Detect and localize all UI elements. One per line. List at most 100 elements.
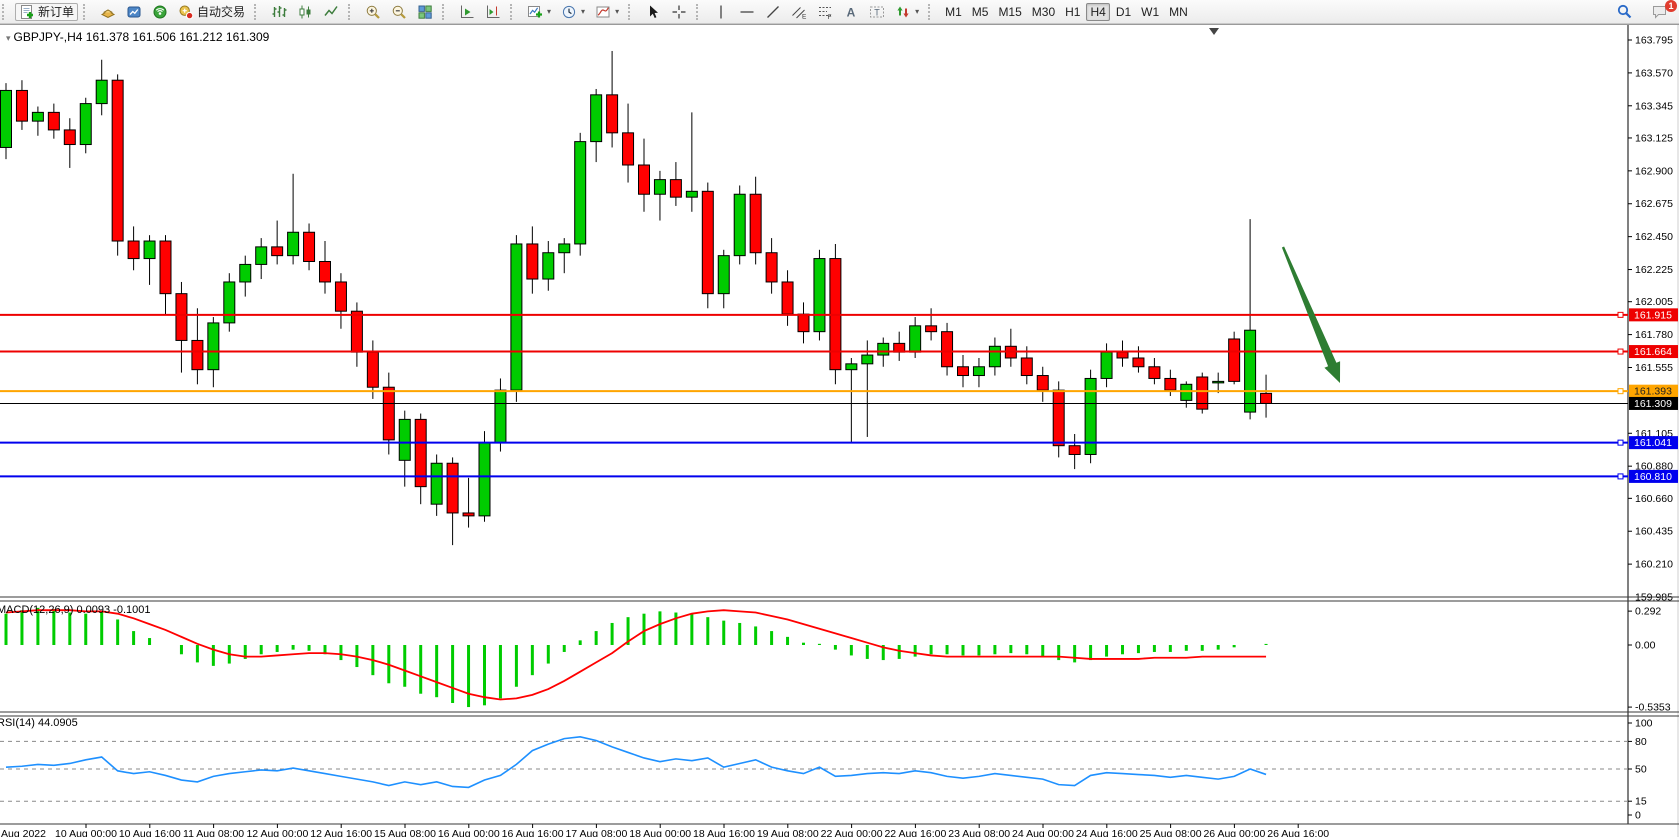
- trendline-button[interactable]: [761, 3, 785, 21]
- template-icon: [595, 4, 611, 20]
- candle: [1212, 372, 1225, 394]
- search-button[interactable]: [1612, 3, 1637, 21]
- line-handle[interactable]: [1617, 388, 1624, 395]
- macd-indicator-label: MACD(12,26,9) 0.0093 -0.1001: [0, 604, 151, 616]
- time-axis-label: 11 Aug 08:00: [183, 828, 244, 837]
- line-handle[interactable]: [1617, 311, 1624, 318]
- chart-area[interactable]: ▾ GBPJPY-,H4 161.378 161.506 161.212 161.…: [0, 24, 1679, 837]
- bar-chart-icon: [271, 4, 287, 20]
- rsi-axis-label: 50: [1635, 764, 1647, 776]
- candle: [1052, 381, 1065, 458]
- candle: [1132, 346, 1145, 373]
- candle: [111, 74, 124, 256]
- notifications-button[interactable]: 1: [1647, 0, 1677, 21]
- tile-windows-icon: [417, 4, 433, 20]
- time-axis-label: 16 Aug 00:00: [438, 828, 500, 837]
- toolbar: 新订单 自动交易 ▾ ▾ ▾ E F A T ▾ M1 M5 M15 M30 H1 H4 D1 W1 MN 1: [0, 0, 1679, 24]
- chevron-down-icon: ▾: [547, 7, 552, 16]
- line-handle[interactable]: [1617, 348, 1624, 355]
- signals-button[interactable]: [148, 3, 172, 21]
- price-axis-label: 163.125: [1635, 132, 1673, 144]
- autotrading-button[interactable]: 自动交易: [174, 3, 249, 21]
- svg-text:E: E: [802, 13, 807, 20]
- candle: [31, 106, 44, 136]
- candle: [398, 410, 411, 487]
- chart-canvas[interactable]: 163.795 163.570 163.345 163.125 162.900 162.6…: [0, 25, 1679, 837]
- candle: [957, 355, 969, 388]
- svg-text:161.309: 161.309: [1634, 398, 1672, 410]
- tf-h1-button[interactable]: H1: [1061, 3, 1084, 21]
- candle: [845, 357, 858, 443]
- button-label: MN: [1169, 4, 1188, 19]
- tf-mn-button[interactable]: MN: [1165, 3, 1192, 21]
- line-chart-button[interactable]: [319, 3, 343, 21]
- line-handle[interactable]: [1617, 473, 1624, 480]
- candle: [319, 241, 331, 294]
- svg-text:T: T: [874, 7, 880, 17]
- toolbar-gripper: [510, 3, 517, 20]
- periods-button[interactable]: ▾: [557, 3, 589, 21]
- vertical-line-button[interactable]: [709, 3, 733, 21]
- cursor-button[interactable]: [641, 3, 665, 21]
- tf-m1-button[interactable]: M1: [941, 3, 966, 21]
- candle: [653, 170, 666, 221]
- fibonacci-button[interactable]: F: [813, 3, 837, 21]
- text-label-button[interactable]: T: [865, 3, 889, 21]
- candle: [701, 182, 714, 309]
- time-axis-label: 19 Aug 08:00: [757, 828, 819, 837]
- tf-d1-button[interactable]: D1: [1112, 3, 1135, 21]
- candle: [558, 238, 571, 274]
- crosshair-button[interactable]: [667, 3, 691, 21]
- candle: [143, 235, 156, 285]
- tf-m5-button[interactable]: M5: [968, 3, 993, 21]
- button-label: D1: [1115, 4, 1132, 19]
- new-order-button[interactable]: 新订单: [15, 2, 79, 21]
- equidistant-channel-button[interactable]: E: [787, 3, 811, 21]
- indicators-button[interactable]: ▾: [523, 3, 555, 21]
- tf-w1-button[interactable]: W1: [1137, 3, 1163, 21]
- button-label: 新订单: [38, 5, 75, 19]
- rsi-axis-label: 15: [1635, 796, 1647, 808]
- data-window-button[interactable]: [122, 3, 146, 21]
- tf-m15-button[interactable]: M15: [994, 3, 1025, 21]
- price-axis-label: 160.660: [1635, 493, 1673, 505]
- toolbar-gripper: [348, 3, 355, 20]
- candle: [382, 372, 395, 455]
- market-watch-button[interactable]: [96, 3, 120, 21]
- bar-chart-button[interactable]: [267, 3, 291, 21]
- macd-axis-label: 0.292: [1635, 606, 1661, 618]
- rsi-axis-label: 0: [1635, 810, 1641, 822]
- price-axis-label: 160.435: [1635, 526, 1673, 538]
- candle: [1068, 434, 1081, 470]
- annotation-arrow[interactable]: [1281, 246, 1341, 384]
- zoom-in-button[interactable]: [361, 3, 385, 21]
- chart-shift-button[interactable]: [481, 3, 505, 21]
- candlestick-icon: [297, 4, 313, 20]
- button-label: M30: [1031, 4, 1056, 19]
- zoom-out-button[interactable]: [387, 3, 411, 21]
- notification-badge: 1: [1665, 0, 1677, 12]
- horizontal-line-button[interactable]: [735, 3, 759, 21]
- tf-h4-button[interactable]: H4: [1086, 2, 1110, 21]
- price-axis-label: 163.345: [1635, 100, 1673, 112]
- candle: [175, 281, 188, 373]
- candlestick-button[interactable]: [293, 3, 317, 21]
- candle: [781, 270, 794, 326]
- candle: [63, 118, 76, 168]
- rsi-indicator-label: RSI(14) 44.0905: [0, 717, 78, 729]
- toolbar-right: 1: [1611, 0, 1679, 21]
- templates-button[interactable]: ▾: [591, 3, 623, 21]
- candle: [510, 235, 523, 402]
- line-handle[interactable]: [1617, 439, 1624, 446]
- tf-m30-button[interactable]: M30: [1028, 3, 1059, 21]
- toolbar-group-draw: E F A T ▾: [706, 0, 926, 23]
- auto-scroll-button[interactable]: [455, 3, 479, 21]
- candle: [1228, 331, 1241, 385]
- price-axis-label: 163.570: [1635, 67, 1673, 79]
- arrows-button[interactable]: ▾: [891, 3, 923, 21]
- macd-pane: 0.292 0.00 -0.5353: [4, 606, 1671, 714]
- chart-shift-marker-icon[interactable]: [1209, 28, 1219, 35]
- text-button[interactable]: A: [839, 3, 863, 21]
- price-line-label: 160.810: [1629, 469, 1678, 483]
- tile-windows-button[interactable]: [413, 3, 437, 21]
